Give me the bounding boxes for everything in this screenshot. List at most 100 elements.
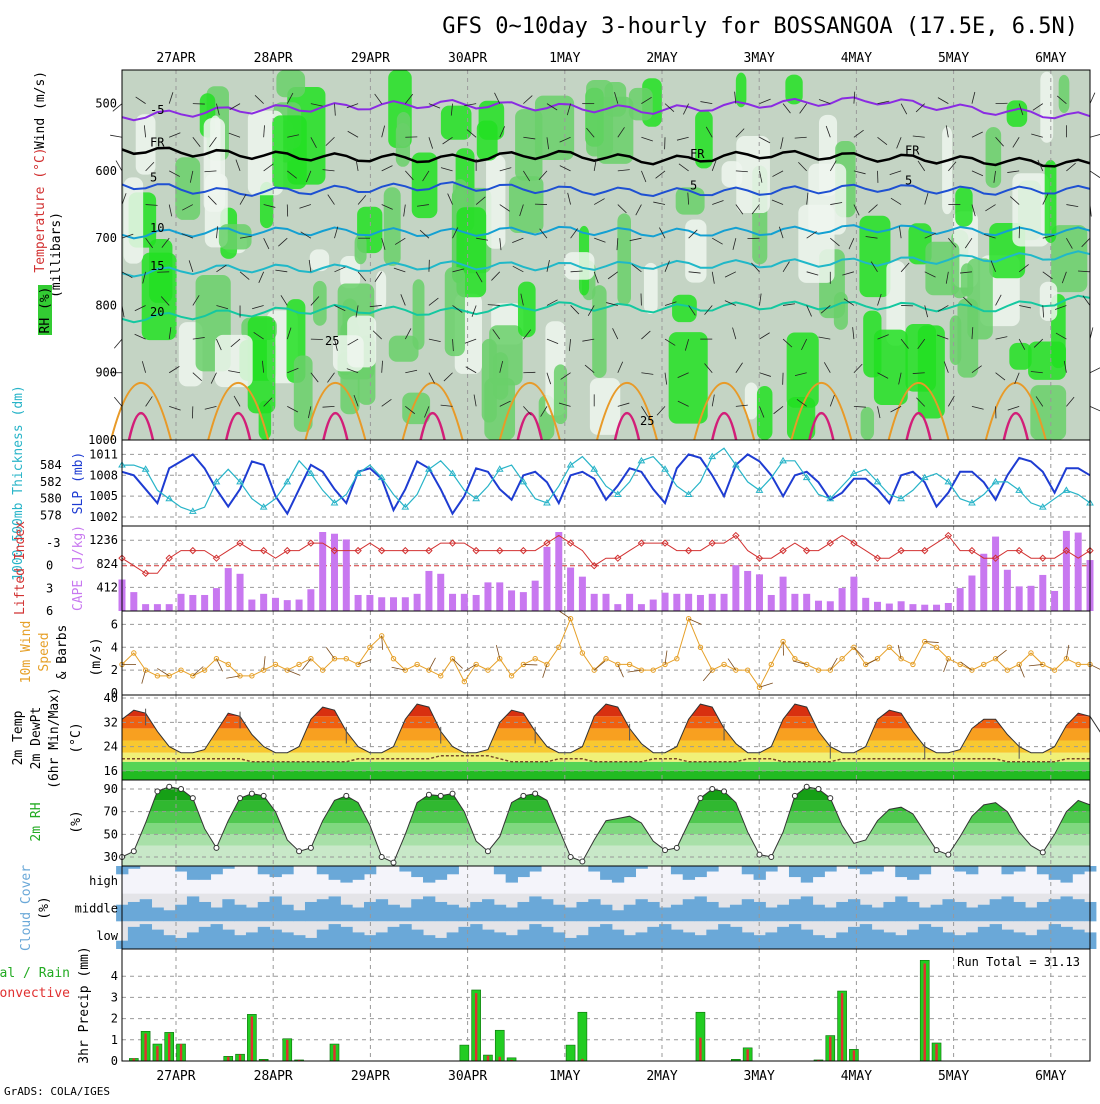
cloud-cover-cell [1001, 896, 1013, 921]
date-label-top: 30APR [448, 51, 487, 66]
precip-convective-bar [699, 1038, 701, 1061]
cloud-cover-cell [1060, 896, 1072, 921]
temperature-axis-label: Temperature (°C) [33, 147, 48, 272]
cloud-cover-cell [600, 905, 612, 922]
cloud-cover-cell [187, 866, 199, 880]
cape-bar [768, 595, 775, 611]
cloud-cover-cell [931, 927, 943, 949]
cloud-cover-cell [765, 866, 777, 872]
cloud-cover-cell [340, 866, 352, 883]
rh-point [238, 796, 243, 801]
rh-point [438, 793, 443, 798]
cape-bar [579, 577, 586, 611]
cape-bar [968, 576, 975, 611]
cape-bar [721, 594, 728, 611]
cloud-cover-cell [895, 935, 907, 949]
cloud-cover-cell [270, 930, 282, 949]
cloud-cover-cell [211, 924, 223, 949]
cloud-cover-cell [506, 866, 518, 883]
cloud-cover-cell [895, 896, 907, 921]
isotherm-label: 20 [150, 305, 164, 319]
cloud-row-label: low [96, 929, 118, 943]
rh-point [167, 784, 172, 789]
cloud-cover-cell [281, 866, 293, 874]
slp-tick-label: 1011 [89, 447, 118, 461]
cloud-cover-cell [895, 866, 907, 877]
precip-convective-bar [251, 1016, 253, 1061]
cloud-cover-cell [494, 905, 506, 922]
cloud-cover-cell [1060, 927, 1072, 949]
cloud-cover-cell [340, 927, 352, 949]
cape-bar [945, 603, 952, 611]
cloud-cover-cell [211, 866, 223, 874]
cloud-cover-cell [423, 935, 435, 949]
precip-convective-bar [156, 1046, 158, 1061]
cape-bar [284, 600, 291, 611]
thickness-tick-label: 580 [40, 492, 62, 506]
cloud-cover-cell [600, 924, 612, 949]
cloud-cover-cell [942, 899, 954, 921]
cloud-cover-cell [1037, 930, 1049, 949]
date-label-bottom: 2MAY [646, 1069, 677, 1084]
cloud-cover-cell [399, 866, 411, 872]
cloud-cover-cell [447, 866, 459, 874]
rh-point [155, 789, 160, 794]
cloud-cover-cell [860, 924, 872, 949]
cloud-cover-cell [270, 896, 282, 921]
rh-patch [1007, 100, 1028, 127]
rh-patch [967, 258, 992, 339]
cloud-cover-cell [978, 927, 990, 949]
rh-patch [1040, 282, 1057, 321]
temp-axis-label-line1: 2m Temp [11, 710, 26, 765]
cloud-cover-cell [329, 896, 341, 921]
cloud-cover-cell [990, 899, 1002, 921]
rh-patch [808, 164, 846, 235]
rh-point [261, 793, 266, 798]
chart-title: GFS 0~10day 3-hourly for BOSSANGOA (17.5… [442, 14, 1078, 39]
cloud-cover-cell [352, 866, 364, 880]
precip-total-legend: Total / Rain [0, 966, 70, 981]
rh-point [804, 784, 809, 789]
rh-patch [355, 234, 367, 264]
wind-tick-label: 4 [111, 640, 118, 654]
cape-bar [756, 574, 763, 611]
cloud-cover-cell [636, 899, 648, 921]
cape-bar [237, 574, 244, 611]
date-label-bottom: 4MAY [841, 1069, 872, 1084]
cloud-cover-cell [1025, 908, 1037, 922]
cloud-cover-cell [364, 902, 376, 921]
cloud-cover-cell [305, 938, 317, 949]
cloud-cover-cell [919, 866, 931, 874]
rh-patch [925, 242, 959, 295]
cape-bar [673, 594, 680, 611]
cape-bar [638, 604, 645, 611]
cloud-cover-cell [848, 899, 860, 921]
cape-bar [567, 567, 574, 611]
rh-point [568, 854, 573, 859]
cloud-cover-cell [742, 866, 754, 874]
cloud-cover-cell [494, 932, 506, 949]
rh-point [816, 787, 821, 792]
cape-tick-label: 1236 [89, 533, 118, 547]
cape-bar [732, 565, 739, 611]
isotherm-label: FR [690, 147, 705, 161]
rh-patch [276, 70, 305, 97]
cloud-cover-cell [942, 932, 954, 949]
cape-bar [425, 571, 432, 611]
cloud-cover-cell [907, 866, 919, 880]
cloud-row-label: high [89, 874, 118, 888]
lifted-tick-label: -3 [46, 536, 60, 550]
cloud-cover-cell [754, 902, 766, 921]
cloud-cover-cell [152, 908, 164, 922]
cape-bar [532, 581, 539, 611]
date-label-bottom: 30APR [448, 1069, 487, 1084]
cloud-cover-cell [789, 924, 801, 949]
cloud-cover-cell [258, 927, 270, 949]
date-label-top: 27APR [156, 51, 195, 66]
cape-bar [319, 532, 326, 611]
precip-convective-bar [829, 1037, 831, 1061]
cloud-cover-cell [470, 902, 482, 921]
cloud-cover-cell [754, 935, 766, 949]
slp-axis-label: SLP (mb) [71, 452, 86, 515]
rh-point [426, 792, 431, 797]
